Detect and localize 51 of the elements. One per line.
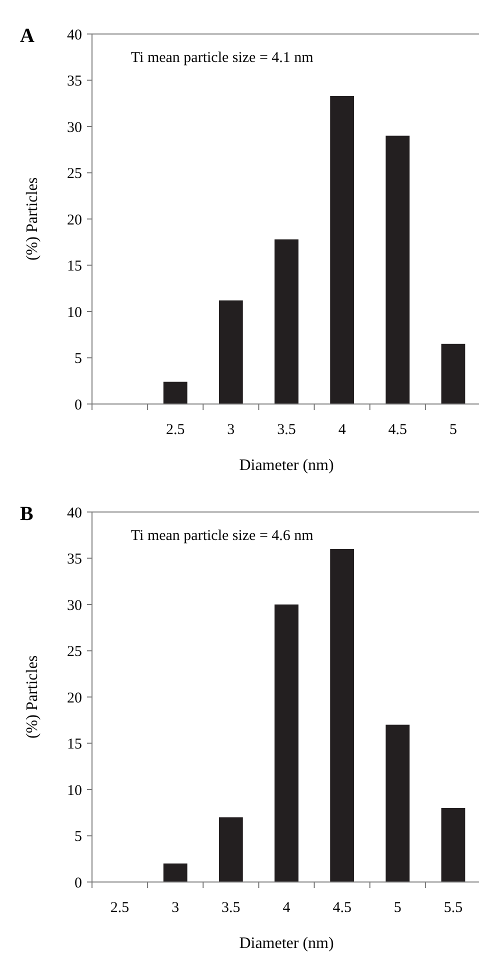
y-tick-label: 40 xyxy=(67,27,82,44)
bar xyxy=(441,808,466,882)
y-tick-label: 10 xyxy=(67,782,82,799)
x-tick-label: 4.5 xyxy=(332,900,352,916)
bar xyxy=(218,300,243,404)
y-tick-label: 40 xyxy=(67,505,82,522)
x-tick-label: 4.5 xyxy=(388,422,408,438)
x-tick-label: 3 xyxy=(172,900,180,916)
y-tick-label: 15 xyxy=(67,736,82,752)
bar xyxy=(218,817,243,882)
x-tick-label: 2.5 xyxy=(110,900,130,916)
x-tick-label: 4 xyxy=(282,900,291,916)
y-tick-label: 30 xyxy=(67,120,82,136)
bar xyxy=(274,604,298,882)
y-axis-title: (%) Particles xyxy=(24,177,41,261)
y-tick-label: 0 xyxy=(74,397,82,414)
chart-title: A xyxy=(20,25,35,47)
x-tick-label: 5.5 xyxy=(444,900,463,916)
x-axis-title: Diameter (nm) xyxy=(239,457,334,474)
x-tick-label: 3 xyxy=(227,422,235,438)
y-tick-label: 0 xyxy=(74,875,82,892)
x-tick-label: 5 xyxy=(394,900,402,916)
bar xyxy=(330,96,354,404)
bar xyxy=(441,344,466,404)
bar xyxy=(330,549,354,882)
bar xyxy=(163,864,188,882)
y-tick-label: 5 xyxy=(74,351,82,367)
chart-title: B xyxy=(20,503,34,525)
x-axis-title: Diameter (nm) xyxy=(239,935,334,952)
y-tick-label: 30 xyxy=(67,598,82,614)
x-tick-label: 2.5 xyxy=(166,422,185,438)
x-tick-label: 4 xyxy=(338,422,346,438)
bar xyxy=(386,724,410,882)
annotation: Ti mean particle size = 4.1 nm xyxy=(130,50,314,66)
y-tick-label: 25 xyxy=(67,166,82,182)
bar xyxy=(274,239,298,404)
x-tick-label: 3.5 xyxy=(277,422,296,438)
bar xyxy=(386,136,410,404)
y-axis-title: (%) Particles xyxy=(24,655,41,739)
y-tick-label: 35 xyxy=(67,74,82,90)
annotation: Ti mean particle size = 4.6 nm xyxy=(130,528,314,544)
y-tick-label: 15 xyxy=(67,258,82,274)
y-tick-label: 20 xyxy=(67,212,82,228)
y-tick-label: 35 xyxy=(67,552,82,568)
x-tick-label: 3.5 xyxy=(222,900,240,916)
y-tick-label: 20 xyxy=(67,690,82,706)
x-tick-label: 5 xyxy=(449,422,457,438)
bar xyxy=(163,382,188,404)
y-tick-label: 5 xyxy=(74,829,82,845)
y-tick-label: 10 xyxy=(67,304,82,321)
y-tick-label: 25 xyxy=(67,644,82,660)
